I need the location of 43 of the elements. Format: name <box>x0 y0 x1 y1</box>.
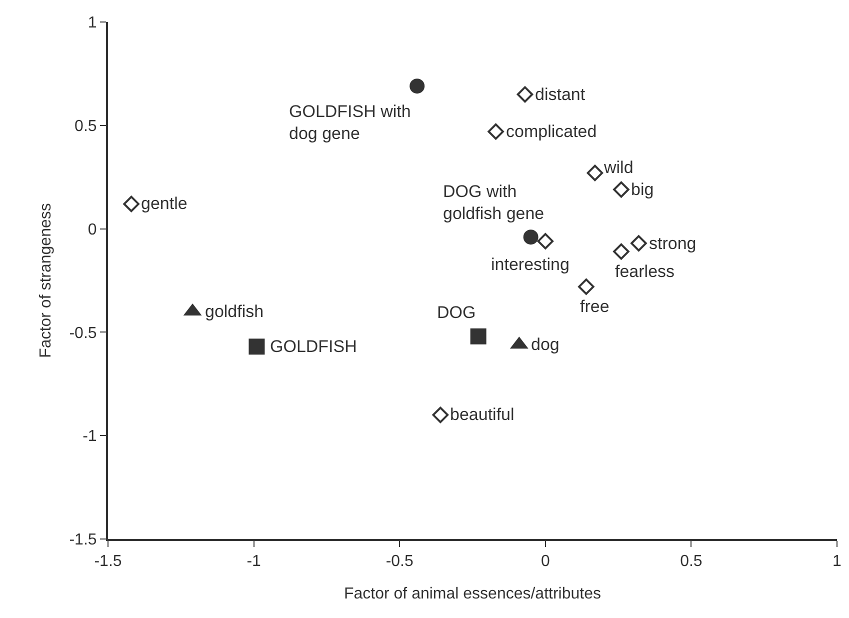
annotation: strong <box>649 234 696 253</box>
point <box>248 338 265 355</box>
annotation: interesting <box>491 255 570 274</box>
point <box>586 164 604 182</box>
point <box>516 86 534 103</box>
point <box>613 181 630 198</box>
y-axis-title: Factor of strangeness <box>38 203 55 358</box>
point <box>488 123 504 140</box>
annotation: distant <box>535 85 586 104</box>
point <box>630 235 647 252</box>
annotation: GOLDFISH <box>270 337 357 356</box>
point <box>410 78 425 94</box>
annotation: fearless <box>615 262 675 281</box>
x-axis-title: Factor of animal essences/attributes <box>344 585 602 602</box>
point <box>432 406 449 424</box>
y-tick-label: 0 <box>88 221 97 238</box>
annotation: GOLDFISH with dog gene <box>289 102 411 144</box>
point <box>578 278 594 295</box>
annotation: free <box>580 297 610 316</box>
x-tick-label: -0.5 <box>386 553 414 570</box>
point <box>123 196 140 212</box>
point <box>537 233 554 250</box>
point <box>470 328 486 344</box>
x-tick-label: 1 <box>832 553 842 570</box>
annotation: wild <box>603 158 634 177</box>
annotation: DOG <box>437 303 476 322</box>
point <box>613 243 630 260</box>
annotation: gentle <box>141 194 188 213</box>
x-tick-label: -1 <box>246 553 262 570</box>
annotation: complicated <box>506 122 597 141</box>
annotation: dog <box>531 335 560 354</box>
y-tick-label: -1.5 <box>69 532 97 549</box>
annotation: big <box>631 180 654 199</box>
x-tick-label: 0 <box>540 553 550 570</box>
y-tick-label: -0.5 <box>69 324 97 342</box>
point <box>523 230 538 245</box>
annotation: DOG with goldfish gene <box>443 182 544 224</box>
annotation: beautiful <box>450 405 514 424</box>
x-tick-label: 0.5 <box>680 553 702 570</box>
annotation: goldfish <box>205 302 264 321</box>
y-tick-label: -1 <box>82 428 97 446</box>
y-tick-label: 0.5 <box>74 118 97 135</box>
y-tick-label: 1 <box>88 14 97 32</box>
